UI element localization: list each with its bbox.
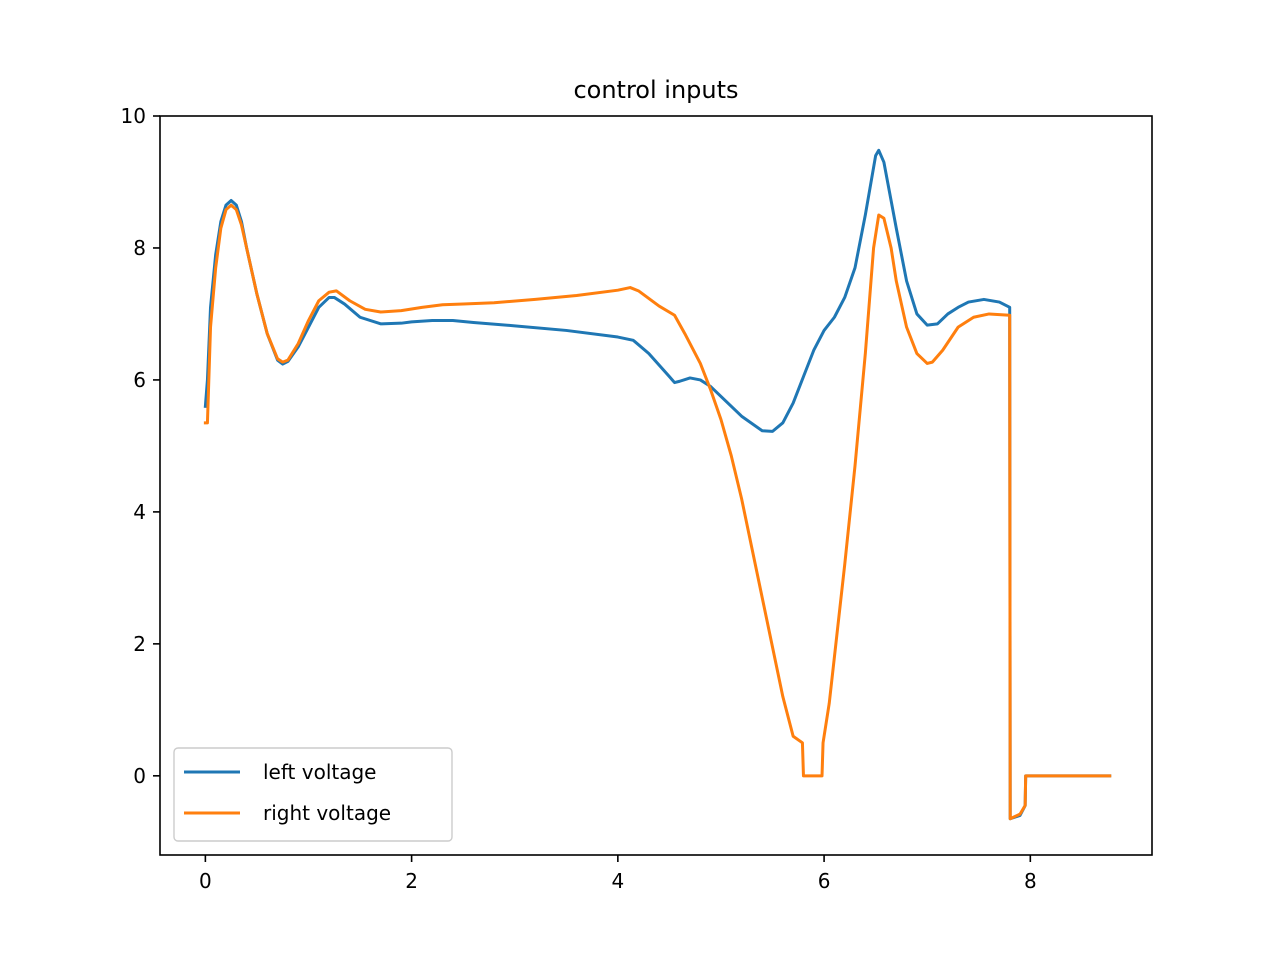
series-layer: [203, 148, 1112, 821]
y-tick-label: 0: [133, 764, 146, 788]
legend-label: left voltage: [263, 760, 376, 784]
legend: left voltage right voltage: [173, 747, 453, 842]
y-tick-label: 10: [121, 104, 146, 128]
y-tick-label: 6: [133, 368, 146, 392]
x-tick-label: 2: [405, 869, 418, 893]
y-tick-label: 8: [133, 236, 146, 260]
x-tick-label: 6: [818, 869, 831, 893]
y-tick-label: 4: [133, 500, 146, 524]
legend-box: [173, 747, 453, 842]
x-tick-label: 4: [611, 869, 624, 893]
chart-title: control inputs: [573, 76, 738, 104]
axes-layer: 0 2 4 6 8 0 2 4 6 8 10: [121, 104, 1153, 893]
x-tick-label: 0: [199, 869, 212, 893]
plot-frame: [159, 115, 1153, 856]
series-line-right-voltage: [203, 203, 1112, 821]
x-tick-label: 8: [1024, 869, 1037, 893]
legend-label: right voltage: [263, 801, 391, 825]
y-tick-label: 2: [133, 632, 146, 656]
